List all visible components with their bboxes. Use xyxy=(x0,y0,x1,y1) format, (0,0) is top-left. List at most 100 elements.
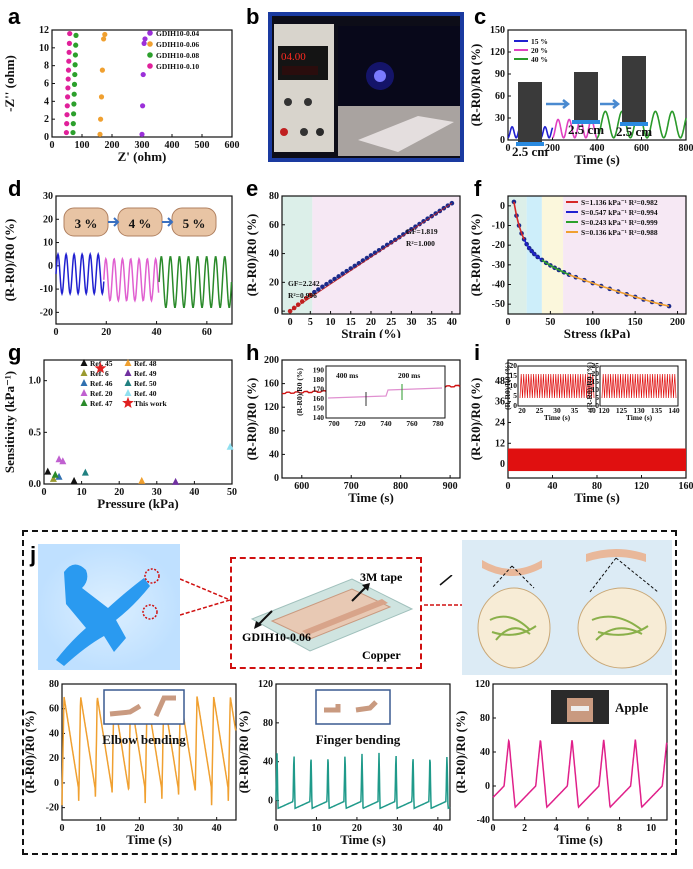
x-tick-label: 0 xyxy=(506,143,511,154)
inset-y-tick-label: 190 xyxy=(313,366,325,375)
y-axis-label: (R-R0)/R0 (%) xyxy=(238,711,251,794)
x-axis-label: Z' (ohm) xyxy=(118,149,167,164)
y-tick-label: 60 xyxy=(495,91,505,102)
network-illustration xyxy=(462,540,672,675)
inset-y-tick-label: 180 xyxy=(313,375,325,384)
chart-e-strain-response: 0 5 10 15 20 25 30 35 40 0 20 40 60 80 Strain (%) (R-R0… xyxy=(244,191,461,338)
photo-panel-b: 04.00 xyxy=(268,12,464,162)
plot-frame xyxy=(281,359,461,479)
x-tick-label: 20 xyxy=(114,487,124,498)
data-point xyxy=(226,442,234,450)
plot-frame xyxy=(507,195,687,315)
annotation: GF=1.819 xyxy=(406,227,438,236)
arm-photo xyxy=(109,695,176,718)
x-tick-label: 100 xyxy=(585,317,600,328)
data-point xyxy=(97,131,103,137)
data-point xyxy=(59,457,67,465)
x-tick-label: 0 xyxy=(288,317,293,328)
y-tick-label: -20 xyxy=(40,307,53,318)
y-tick-label: 80 xyxy=(269,191,279,202)
y-tick-label: 40 xyxy=(263,757,273,768)
strip-clamp xyxy=(620,122,648,126)
y-tick-label: 36 xyxy=(495,397,505,408)
x-tick-label: 40 xyxy=(189,487,199,498)
legend-label: Ref. 6 xyxy=(90,369,109,378)
series-line xyxy=(275,752,451,810)
data-point xyxy=(64,103,70,109)
data-point xyxy=(401,232,406,237)
panel-label-d: d xyxy=(8,176,22,201)
hand-photo xyxy=(324,700,378,713)
x-tick-label: 5 xyxy=(308,317,313,328)
data-point xyxy=(70,121,76,127)
inset-x-label: Time (s) xyxy=(626,413,653,422)
data-point xyxy=(666,303,672,309)
y-tick-label: 2 xyxy=(44,114,49,125)
legend-marker xyxy=(147,30,153,36)
x-tick-label: 150 xyxy=(628,317,643,328)
strip-photo xyxy=(622,56,646,124)
y-axis-label: (R-R0)/R0 (%) xyxy=(470,44,483,127)
annotation: GF=2.242 xyxy=(288,279,320,288)
legend-label: S=0.547 kPa⁻¹ R²=0.994 xyxy=(581,208,658,217)
panel-label-h: h xyxy=(246,340,260,365)
x-tick-label: 300 xyxy=(135,140,150,151)
data-point xyxy=(124,379,132,386)
panel-label-c: c xyxy=(474,4,487,29)
data-point xyxy=(98,94,105,100)
chart-title: Elbow bending xyxy=(102,732,186,747)
data-point xyxy=(51,470,59,478)
x-tick-label: 20 xyxy=(352,823,362,834)
legend-label: Ref. 20 xyxy=(90,389,113,398)
data-point xyxy=(71,81,78,87)
x-tick-label: 500 xyxy=(195,140,210,151)
strip-clamp xyxy=(572,120,600,124)
y-tick-label: 8 xyxy=(44,61,49,72)
legend-label: 40 % xyxy=(531,55,548,64)
inset-x-tick-label: 125 xyxy=(616,406,628,415)
data-point xyxy=(332,276,337,282)
inset-x-tick-label: 780 xyxy=(432,419,444,428)
strip-photo xyxy=(518,82,542,144)
legend-marker xyxy=(147,52,153,58)
y-tick-label: 0 xyxy=(44,132,49,143)
data-point xyxy=(287,308,293,314)
data-point xyxy=(316,287,321,292)
fit-line xyxy=(513,201,525,240)
data-point xyxy=(80,399,88,406)
y-tick-label: 4 xyxy=(44,96,49,107)
x-tick-label: 20 xyxy=(366,317,376,328)
y-tick-label: 160 xyxy=(264,379,279,390)
led-circuit-photo: 04.00 xyxy=(272,16,460,158)
y-axis-label: (R-R0)/R0 (%) xyxy=(244,214,259,297)
inset-x-tick-label: 130 xyxy=(633,406,645,415)
y-tick-label: 80 xyxy=(480,713,490,724)
x-tick-label: 2 xyxy=(522,823,527,834)
y-tick-label: 40 xyxy=(269,249,279,260)
inset-y-tick-label: 10 xyxy=(510,381,518,390)
plot-frame xyxy=(43,359,233,485)
inset-y-label: (R-R0)/R0 (%) xyxy=(295,368,304,416)
y-tick-label: 120 xyxy=(475,679,490,690)
inset-y-tick-label: 170 xyxy=(313,385,325,394)
data-point xyxy=(63,129,69,136)
inset-y-label: (R-R0)/R0 (%) xyxy=(585,362,594,410)
data-point xyxy=(312,289,317,295)
x-tick-label: 0 xyxy=(54,327,59,338)
data-point xyxy=(80,379,88,386)
legend-label: GDIH10-0.06 xyxy=(156,40,199,49)
y-axis-label: (R-R0)/R0 (%) xyxy=(2,219,17,302)
legend-label: 15 % xyxy=(531,37,548,46)
psu-display: 04.00 xyxy=(281,51,306,63)
data-point xyxy=(66,49,72,55)
y-tick-label: -20 xyxy=(46,803,59,814)
data-point xyxy=(142,36,148,42)
y-tick-label: 12 xyxy=(39,25,49,36)
data-point xyxy=(99,67,105,73)
chart-h-response-time: 600 700 800 900 0 40 80 120 160 200 Time (s) (R-R0)… xyxy=(244,355,461,505)
data-point xyxy=(392,237,398,243)
y-tick-label: 1.0 xyxy=(29,376,42,387)
data-point xyxy=(70,129,76,136)
